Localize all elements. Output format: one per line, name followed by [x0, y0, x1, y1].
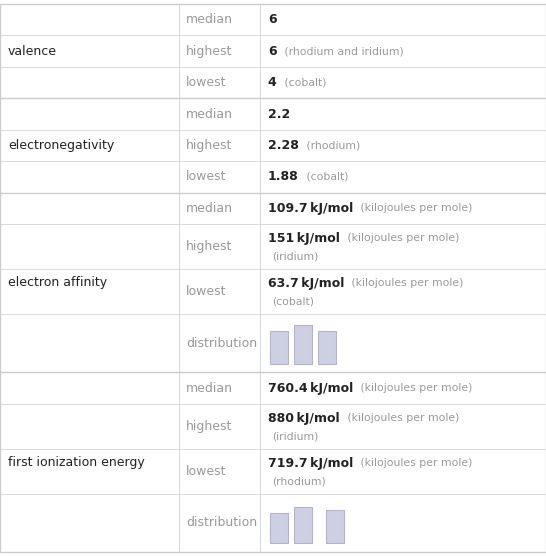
- Text: 2.28: 2.28: [268, 139, 299, 152]
- Text: lowest: lowest: [186, 171, 227, 183]
- Text: (kilojoules per mole): (kilojoules per mole): [341, 413, 459, 423]
- Text: (kilojoules per mole): (kilojoules per mole): [346, 279, 464, 289]
- Bar: [318, 331, 336, 364]
- Text: 2.2: 2.2: [268, 107, 290, 121]
- Text: 4: 4: [268, 76, 277, 89]
- Text: 760.4 kJ/mol: 760.4 kJ/mol: [268, 381, 353, 395]
- Text: electronegativity: electronegativity: [8, 139, 114, 152]
- Text: (rhodium): (rhodium): [301, 141, 360, 151]
- Text: (cobalt): (cobalt): [272, 296, 314, 306]
- Text: highest: highest: [186, 240, 233, 253]
- Text: median: median: [186, 107, 233, 121]
- Text: median: median: [186, 202, 233, 215]
- Text: electron affinity: electron affinity: [8, 276, 107, 289]
- Text: first ionization energy: first ionization energy: [8, 456, 145, 469]
- Text: (cobalt): (cobalt): [301, 172, 348, 182]
- Text: highest: highest: [186, 139, 233, 152]
- Text: (iridium): (iridium): [272, 431, 318, 441]
- Text: 63.7 kJ/mol: 63.7 kJ/mol: [268, 277, 345, 290]
- Text: lowest: lowest: [186, 465, 227, 478]
- Text: distribution: distribution: [186, 517, 257, 529]
- Text: (kilojoules per mole): (kilojoules per mole): [342, 234, 459, 244]
- Text: valence: valence: [8, 44, 57, 58]
- Text: distribution: distribution: [186, 336, 257, 350]
- Text: 6: 6: [268, 13, 276, 26]
- Text: 6: 6: [268, 44, 276, 58]
- Text: median: median: [186, 381, 233, 395]
- Text: median: median: [186, 13, 233, 26]
- Text: 719.7 kJ/mol: 719.7 kJ/mol: [268, 456, 353, 470]
- Text: 151 kJ/mol: 151 kJ/mol: [268, 232, 340, 245]
- Bar: [270, 513, 288, 543]
- Bar: [326, 510, 344, 543]
- Text: lowest: lowest: [186, 76, 227, 89]
- Text: (kilojoules per mole): (kilojoules per mole): [355, 458, 472, 468]
- Text: (kilojoules per mole): (kilojoules per mole): [355, 203, 472, 214]
- Bar: [294, 325, 312, 364]
- Text: (iridium): (iridium): [272, 251, 318, 261]
- Text: (cobalt): (cobalt): [278, 78, 326, 88]
- Text: (kilojoules per mole): (kilojoules per mole): [355, 383, 472, 393]
- Text: lowest: lowest: [186, 285, 227, 298]
- Text: 880 kJ/mol: 880 kJ/mol: [268, 411, 340, 425]
- Text: 1.88: 1.88: [268, 171, 299, 183]
- Text: highest: highest: [186, 44, 233, 58]
- Bar: [270, 331, 288, 364]
- Text: 109.7 kJ/mol: 109.7 kJ/mol: [268, 202, 353, 215]
- Bar: [294, 507, 312, 543]
- Text: highest: highest: [186, 420, 233, 433]
- Text: (rhodium): (rhodium): [272, 476, 325, 486]
- Text: (rhodium and iridium): (rhodium and iridium): [278, 46, 403, 56]
